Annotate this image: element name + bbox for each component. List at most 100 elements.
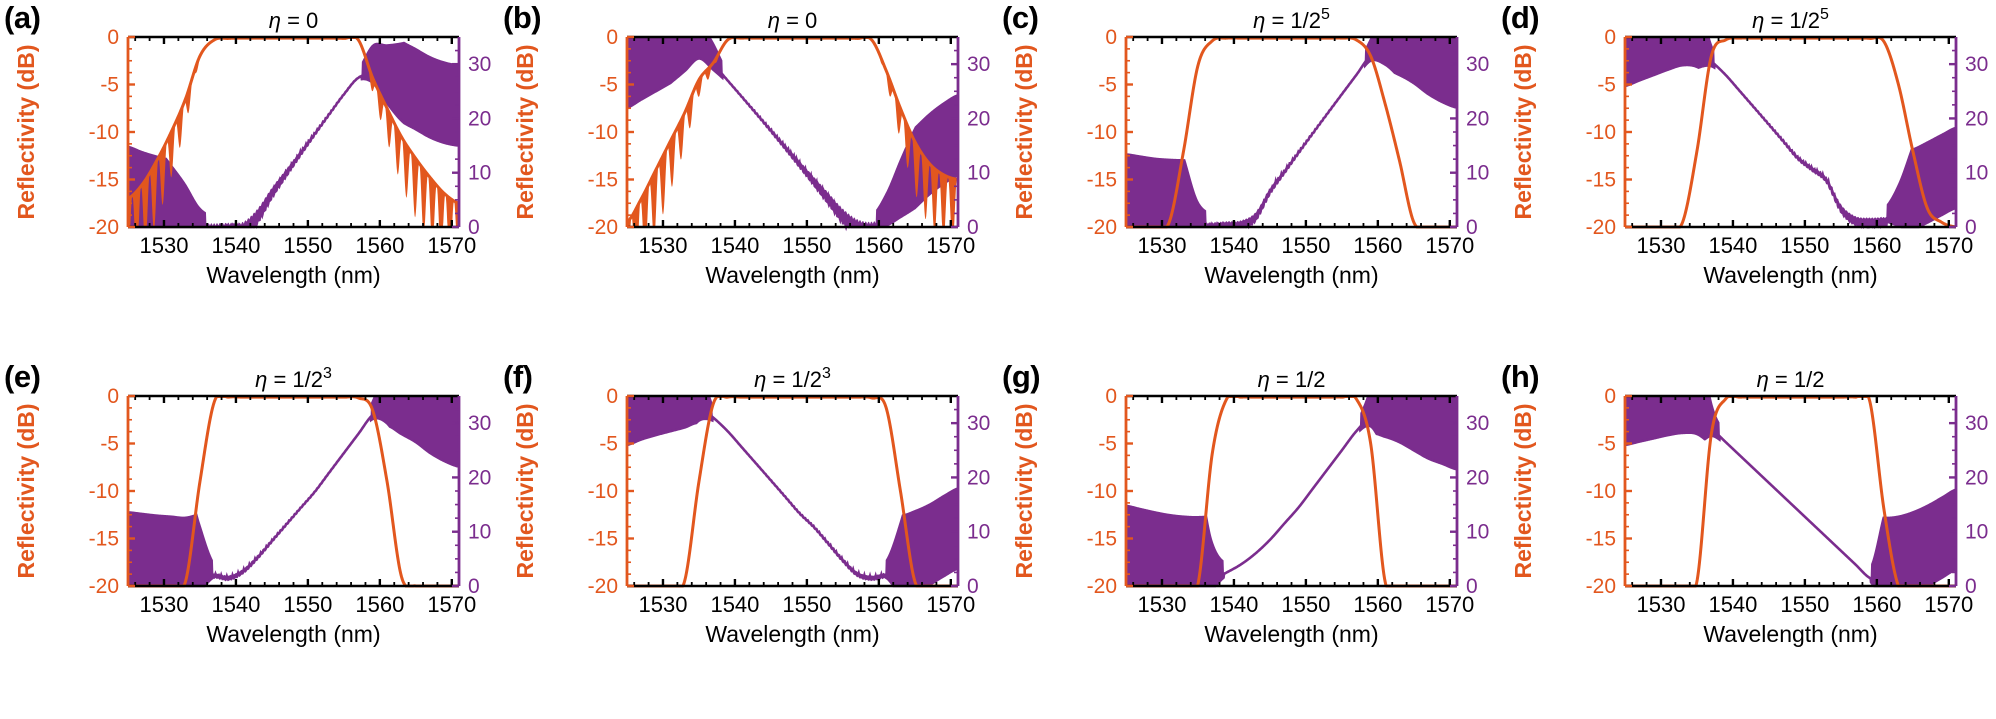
- panel-letter-e: (e): [4, 359, 41, 394]
- xtick-2: 1550: [1780, 233, 1829, 258]
- plot-e: η = 1/23 0 -5 -10 -15 -20 0 10 20 30 1530 1540 1550…: [13, 365, 499, 647]
- y-axis-label-right-e: Group delay (ps): [496, 400, 499, 583]
- xtick-2: 1550: [283, 592, 332, 617]
- ytick-left-3: -15: [588, 169, 618, 192]
- y-axis-label-right-d: Group delay (ps): [1993, 41, 1996, 224]
- xtick-3: 1560: [355, 592, 404, 617]
- ytick-right-1: 10: [468, 162, 491, 185]
- ytick-left-1: -5: [1597, 74, 1616, 97]
- ytick-right-3: 30: [967, 53, 990, 76]
- xtick-1: 1540: [1708, 592, 1757, 617]
- ytick-left-1: -5: [100, 433, 119, 456]
- xtick-3: 1560: [1852, 592, 1901, 617]
- ytick-right-3: 30: [468, 412, 491, 435]
- ytick-left-2: -10: [588, 480, 618, 503]
- group-delay-band-a: [128, 41, 459, 227]
- panel-e: (e) η = 1/23 0 -5 -10 -15 -20 0 10 20 30 1530 1540…: [0, 359, 499, 718]
- ytick-left-0: 0: [1105, 385, 1117, 408]
- ticks-h: [1625, 394, 1956, 588]
- xtick-1: 1540: [1209, 592, 1258, 617]
- xtick-3: 1560: [1852, 233, 1901, 258]
- panel-d: (d) η = 1/25 0 -5 -10 -15 -20 0 10 20 30 1530 1540…: [1497, 0, 1996, 359]
- x-axis-label-f: Wavelength (nm): [705, 621, 879, 647]
- y-axis-label-left-c: Reflectivity (dB): [1011, 44, 1037, 219]
- y-axis-label-left-h: Reflectivity (dB): [1510, 403, 1536, 578]
- ytick-left-3: -15: [89, 169, 119, 192]
- xtick-0: 1530: [140, 592, 189, 617]
- group-delay-band-g: [1126, 396, 1457, 586]
- plot-h: η = 1/2 0 -5 -10 -15 -20 0 10 20 30 1530 1540 1550 1…: [1510, 367, 1996, 647]
- xtick-1: 1540: [211, 233, 260, 258]
- xtick-3: 1560: [1353, 233, 1402, 258]
- panel-title-e: η = 1/23: [255, 365, 332, 392]
- ytick-right-1: 10: [1965, 521, 1988, 544]
- xtick-4: 1570: [926, 592, 975, 617]
- ytick-right-3: 30: [1466, 53, 1489, 76]
- x-axis-label-d: Wavelength (nm): [1703, 262, 1877, 288]
- xtick-1: 1540: [710, 592, 759, 617]
- xtick-0: 1530: [1138, 592, 1187, 617]
- ytick-left-4: -20: [89, 216, 119, 239]
- tick-labels-c: 0 -5 -10 -15 -20 0 10 20 30 1530 1540 1550 1560 1570: [1087, 26, 1490, 258]
- ytick-right-0: 0: [1466, 575, 1478, 598]
- ytick-right-1: 10: [1466, 521, 1489, 544]
- ytick-left-4: -20: [1586, 216, 1616, 239]
- group-delay-band-b: [627, 37, 958, 227]
- reflectivity-band-b: [627, 37, 958, 228]
- ytick-right-1: 10: [1965, 162, 1988, 185]
- ytick-left-2: -10: [1087, 121, 1117, 144]
- y-axis-label-left-g: Reflectivity (dB): [1011, 403, 1037, 578]
- ytick-right-2: 20: [967, 107, 990, 130]
- ytick-right-2: 20: [1466, 466, 1489, 489]
- ytick-left-4: -20: [1087, 575, 1117, 598]
- xtick-2: 1550: [782, 233, 831, 258]
- group-delay-band-h: [1625, 396, 1956, 586]
- ytick-right-3: 30: [1965, 412, 1988, 435]
- x-axis-label-a: Wavelength (nm): [206, 262, 380, 288]
- panel-letter-d: (d): [1501, 0, 1540, 35]
- y-axis-label-right-c: Group delay (ps): [1494, 41, 1497, 224]
- ticks-g: [1126, 394, 1457, 588]
- ytick-left-0: 0: [107, 26, 119, 49]
- plot-g: η = 1/2 0 -5 -10 -15 -20 0 10 20 30 1530 1540 1550 1…: [1011, 367, 1497, 647]
- ytick-right-2: 20: [468, 466, 491, 489]
- ytick-left-3: -15: [1087, 528, 1117, 551]
- tick-labels-g: 0 -5 -10 -15 -20 0 10 20 30 1530 1540 1550 1560 1570: [1087, 385, 1490, 617]
- xtick-1: 1540: [1209, 233, 1258, 258]
- xtick-0: 1530: [1637, 592, 1686, 617]
- ytick-right-1: 10: [1466, 162, 1489, 185]
- ytick-right-0: 0: [1965, 575, 1977, 598]
- ytick-right-2: 20: [1466, 107, 1489, 130]
- ytick-right-2: 20: [1965, 466, 1988, 489]
- panel-title-g: η = 1/2: [1258, 367, 1326, 392]
- xtick-2: 1550: [782, 592, 831, 617]
- ytick-left-1: -5: [599, 74, 618, 97]
- tick-labels-f: 0 -5 -10 -15 -20 0 10 20 30 1530 1540 1550 1560 1570: [588, 385, 991, 617]
- tick-labels-a: 0 -5 -10 -15 -20 0 10 20 30 1530 1540 1550 1560 1570: [89, 26, 492, 258]
- xtick-1: 1540: [211, 592, 260, 617]
- xtick-2: 1550: [1281, 233, 1330, 258]
- xtick-3: 1560: [854, 233, 903, 258]
- ytick-left-2: -10: [588, 121, 618, 144]
- ytick-left-2: -10: [89, 480, 119, 503]
- tick-labels-h: 0 -5 -10 -15 -20 0 10 20 30 1530 1540 1550 1560 1570: [1586, 385, 1989, 617]
- ytick-left-3: -15: [1586, 169, 1616, 192]
- panel-title-a: η = 0: [269, 8, 319, 33]
- ytick-right-3: 30: [1965, 53, 1988, 76]
- ytick-left-0: 0: [1604, 385, 1616, 408]
- xtick-3: 1560: [1353, 592, 1402, 617]
- plot-c: η = 1/25 0 -5 -10 -15 -20 0 10 20 30 1530 1540 1550…: [1011, 6, 1497, 288]
- ticks-a: [128, 35, 459, 229]
- xtick-0: 1530: [140, 233, 189, 258]
- tick-labels-e: 0 -5 -10 -15 -20 0 10 20 30 1530 1540 1550 1560 1570: [89, 385, 492, 617]
- ytick-right-2: 20: [1965, 107, 1988, 130]
- ytick-left-0: 0: [107, 385, 119, 408]
- ytick-right-0: 0: [1965, 216, 1977, 239]
- y-axis-label-right-f: Group delay (ps): [995, 400, 998, 583]
- xtick-2: 1550: [1281, 592, 1330, 617]
- y-axis-label-left-d: Reflectivity (dB): [1510, 44, 1536, 219]
- panel-row-bottom: (e) η = 1/23 0 -5 -10 -15 -20 0 10 20 30 1530 1540…: [0, 359, 1996, 718]
- plot-f: η = 1/23 0 -5 -10 -15 -20 0 10 20 30 1530 1540 1550…: [512, 365, 998, 647]
- ticks-b: [627, 35, 958, 229]
- ytick-left-1: -5: [100, 74, 119, 97]
